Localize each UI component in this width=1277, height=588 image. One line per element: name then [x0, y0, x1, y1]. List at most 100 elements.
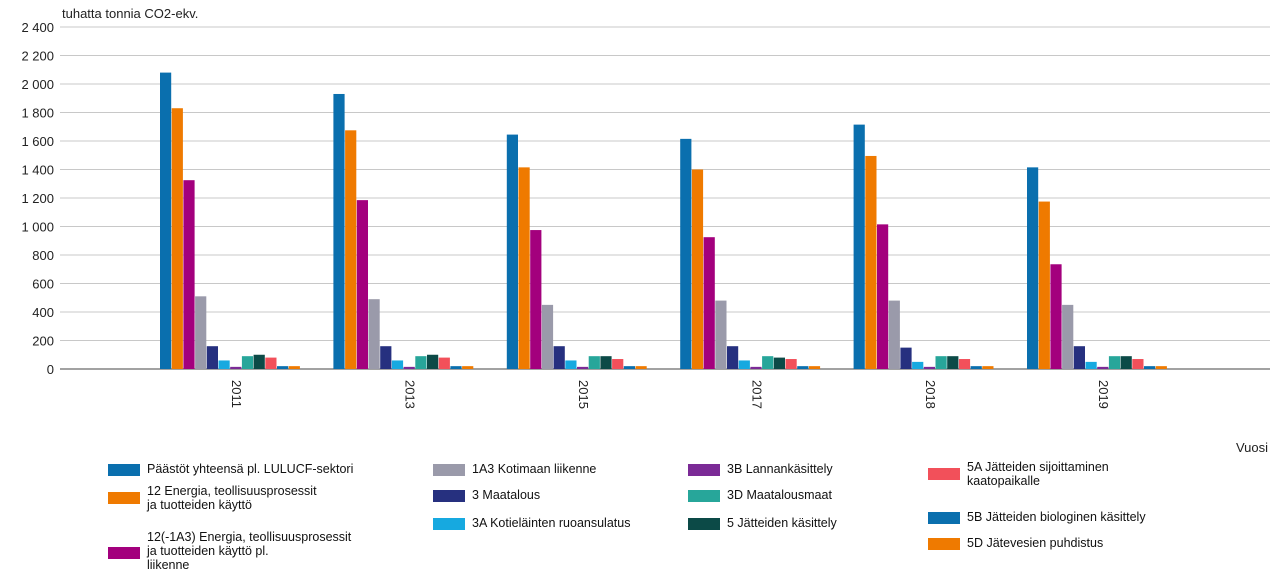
- bar: [438, 357, 450, 369]
- bar: [588, 356, 600, 369]
- bar: [518, 167, 530, 369]
- legend-swatch: [433, 518, 465, 530]
- legend-item: 3B Lannankäsittely: [688, 462, 833, 476]
- bar: [577, 366, 589, 369]
- y-axis-label: tuhatta tonnia CO2-ekv.: [62, 6, 198, 21]
- bar: [888, 300, 900, 369]
- bar: [530, 230, 542, 369]
- bar: [612, 359, 624, 369]
- bar: [450, 366, 462, 369]
- bar: [1132, 359, 1144, 369]
- bar: [368, 299, 380, 369]
- bar: [877, 224, 889, 369]
- legend-swatch: [928, 512, 960, 524]
- x-tick-label: 2015: [576, 380, 591, 409]
- bar: [403, 366, 415, 369]
- bar: [1038, 201, 1050, 369]
- x-tick-label: 2011: [229, 380, 244, 408]
- bar: [288, 366, 300, 369]
- bar: [900, 347, 912, 369]
- y-tick-label: 600: [32, 277, 54, 292]
- bar: [218, 360, 230, 369]
- bar: [1062, 304, 1074, 369]
- legend-swatch: [688, 490, 720, 502]
- bar: [265, 357, 277, 369]
- bar: [183, 180, 195, 369]
- legend-label: 5D Jätevesien puhdistus: [967, 536, 1104, 550]
- legend-swatch: [108, 547, 140, 559]
- x-tick-label: 2019: [1096, 380, 1111, 409]
- legend-swatch: [108, 464, 140, 476]
- bar: [970, 366, 982, 369]
- bar: [195, 296, 207, 369]
- bar: [947, 356, 959, 369]
- bar: [553, 346, 565, 369]
- legend-item: 1A3 Kotimaan liikenne: [433, 462, 596, 476]
- x-axis-label: Vuosi: [1236, 440, 1268, 455]
- bar: [703, 237, 715, 369]
- y-tick-label: 2 000: [21, 77, 54, 92]
- bar: [623, 366, 635, 369]
- bar: [691, 169, 704, 369]
- legend-swatch: [928, 538, 960, 550]
- y-tick-label: 2 400: [21, 20, 54, 35]
- legend-item: 12 Energia, teollisuusprosessit ja tuott…: [108, 484, 317, 512]
- legend: Päästöt yhteensä pl. LULUCF-sektori 12 En…: [108, 460, 1268, 586]
- y-tick-label: 200: [32, 334, 54, 349]
- legend-swatch: [688, 518, 720, 530]
- bar: [206, 346, 218, 369]
- bar: [935, 356, 947, 369]
- y-tick-label: 1 600: [21, 134, 54, 149]
- legend-label: 5B Jätteiden biologinen käsittely: [967, 510, 1146, 524]
- y-tick-label: 0: [47, 362, 54, 377]
- legend-label: 3D Maatalousmaat: [727, 488, 832, 502]
- legend-label: 3 Maatalous: [472, 488, 541, 502]
- legend-item: 12(-1A3) Energia, teollisuusprosessit ja…: [108, 530, 351, 572]
- bar: [762, 356, 774, 369]
- x-tick-label: 2017: [749, 380, 764, 409]
- bar: [680, 138, 692, 369]
- bar: [912, 361, 924, 369]
- bar: [171, 108, 183, 369]
- legend-label: 12(-1A3) Energia, teollisuusprosessit ja…: [147, 530, 352, 572]
- bar: [600, 356, 612, 369]
- legend-swatch: [688, 464, 720, 476]
- bar: [427, 354, 439, 369]
- bar: [785, 359, 797, 369]
- y-tick-label: 1 400: [21, 163, 54, 178]
- legend-label: 5 Jätteiden käsittely: [727, 516, 837, 530]
- legend-swatch: [108, 492, 140, 504]
- bar: [345, 130, 357, 369]
- bar: [982, 366, 994, 369]
- bar: [853, 124, 865, 369]
- legend-label: 12 Energia, teollisuusprosessit ja tuott…: [147, 484, 317, 512]
- bar: [391, 360, 404, 369]
- legend-label: 3B Lannankäsittely: [727, 462, 833, 476]
- bar: [415, 356, 427, 369]
- bar: [865, 155, 877, 369]
- bar: [253, 354, 265, 369]
- bar: [1073, 346, 1085, 369]
- legend-swatch: [928, 468, 960, 480]
- bar: [1144, 366, 1156, 369]
- x-tick-label: 2013: [403, 380, 418, 409]
- legend-item: 3D Maatalousmaat: [688, 488, 832, 502]
- legend-item: 5D Jätevesien puhdistus: [928, 536, 1103, 550]
- bar: [565, 360, 577, 369]
- legend-label: 3A Kotieläinten ruoansulatus: [472, 516, 631, 530]
- bar: [356, 200, 368, 369]
- bar: [1120, 356, 1132, 369]
- legend-label: 5A Jätteiden sijoittaminen kaatopaikalle: [967, 460, 1109, 488]
- y-tick-label: 1 800: [21, 106, 54, 121]
- legend-swatch: [433, 464, 465, 476]
- bar: [333, 93, 345, 369]
- bar-chart: 0 200 400 600 800 1 000 1 200 1 400 1 600 1 800 2 …: [21, 6, 1270, 455]
- bar: [923, 366, 935, 369]
- legend-label: Päästöt yhteensä pl. LULUCF-sektori: [147, 462, 354, 476]
- bar: [380, 346, 392, 369]
- bar: [797, 366, 809, 369]
- bar: [1027, 167, 1039, 369]
- legend-swatch: [433, 490, 465, 502]
- bar: [958, 359, 971, 369]
- legend-item: 5B Jätteiden biologinen käsittely: [928, 510, 1146, 524]
